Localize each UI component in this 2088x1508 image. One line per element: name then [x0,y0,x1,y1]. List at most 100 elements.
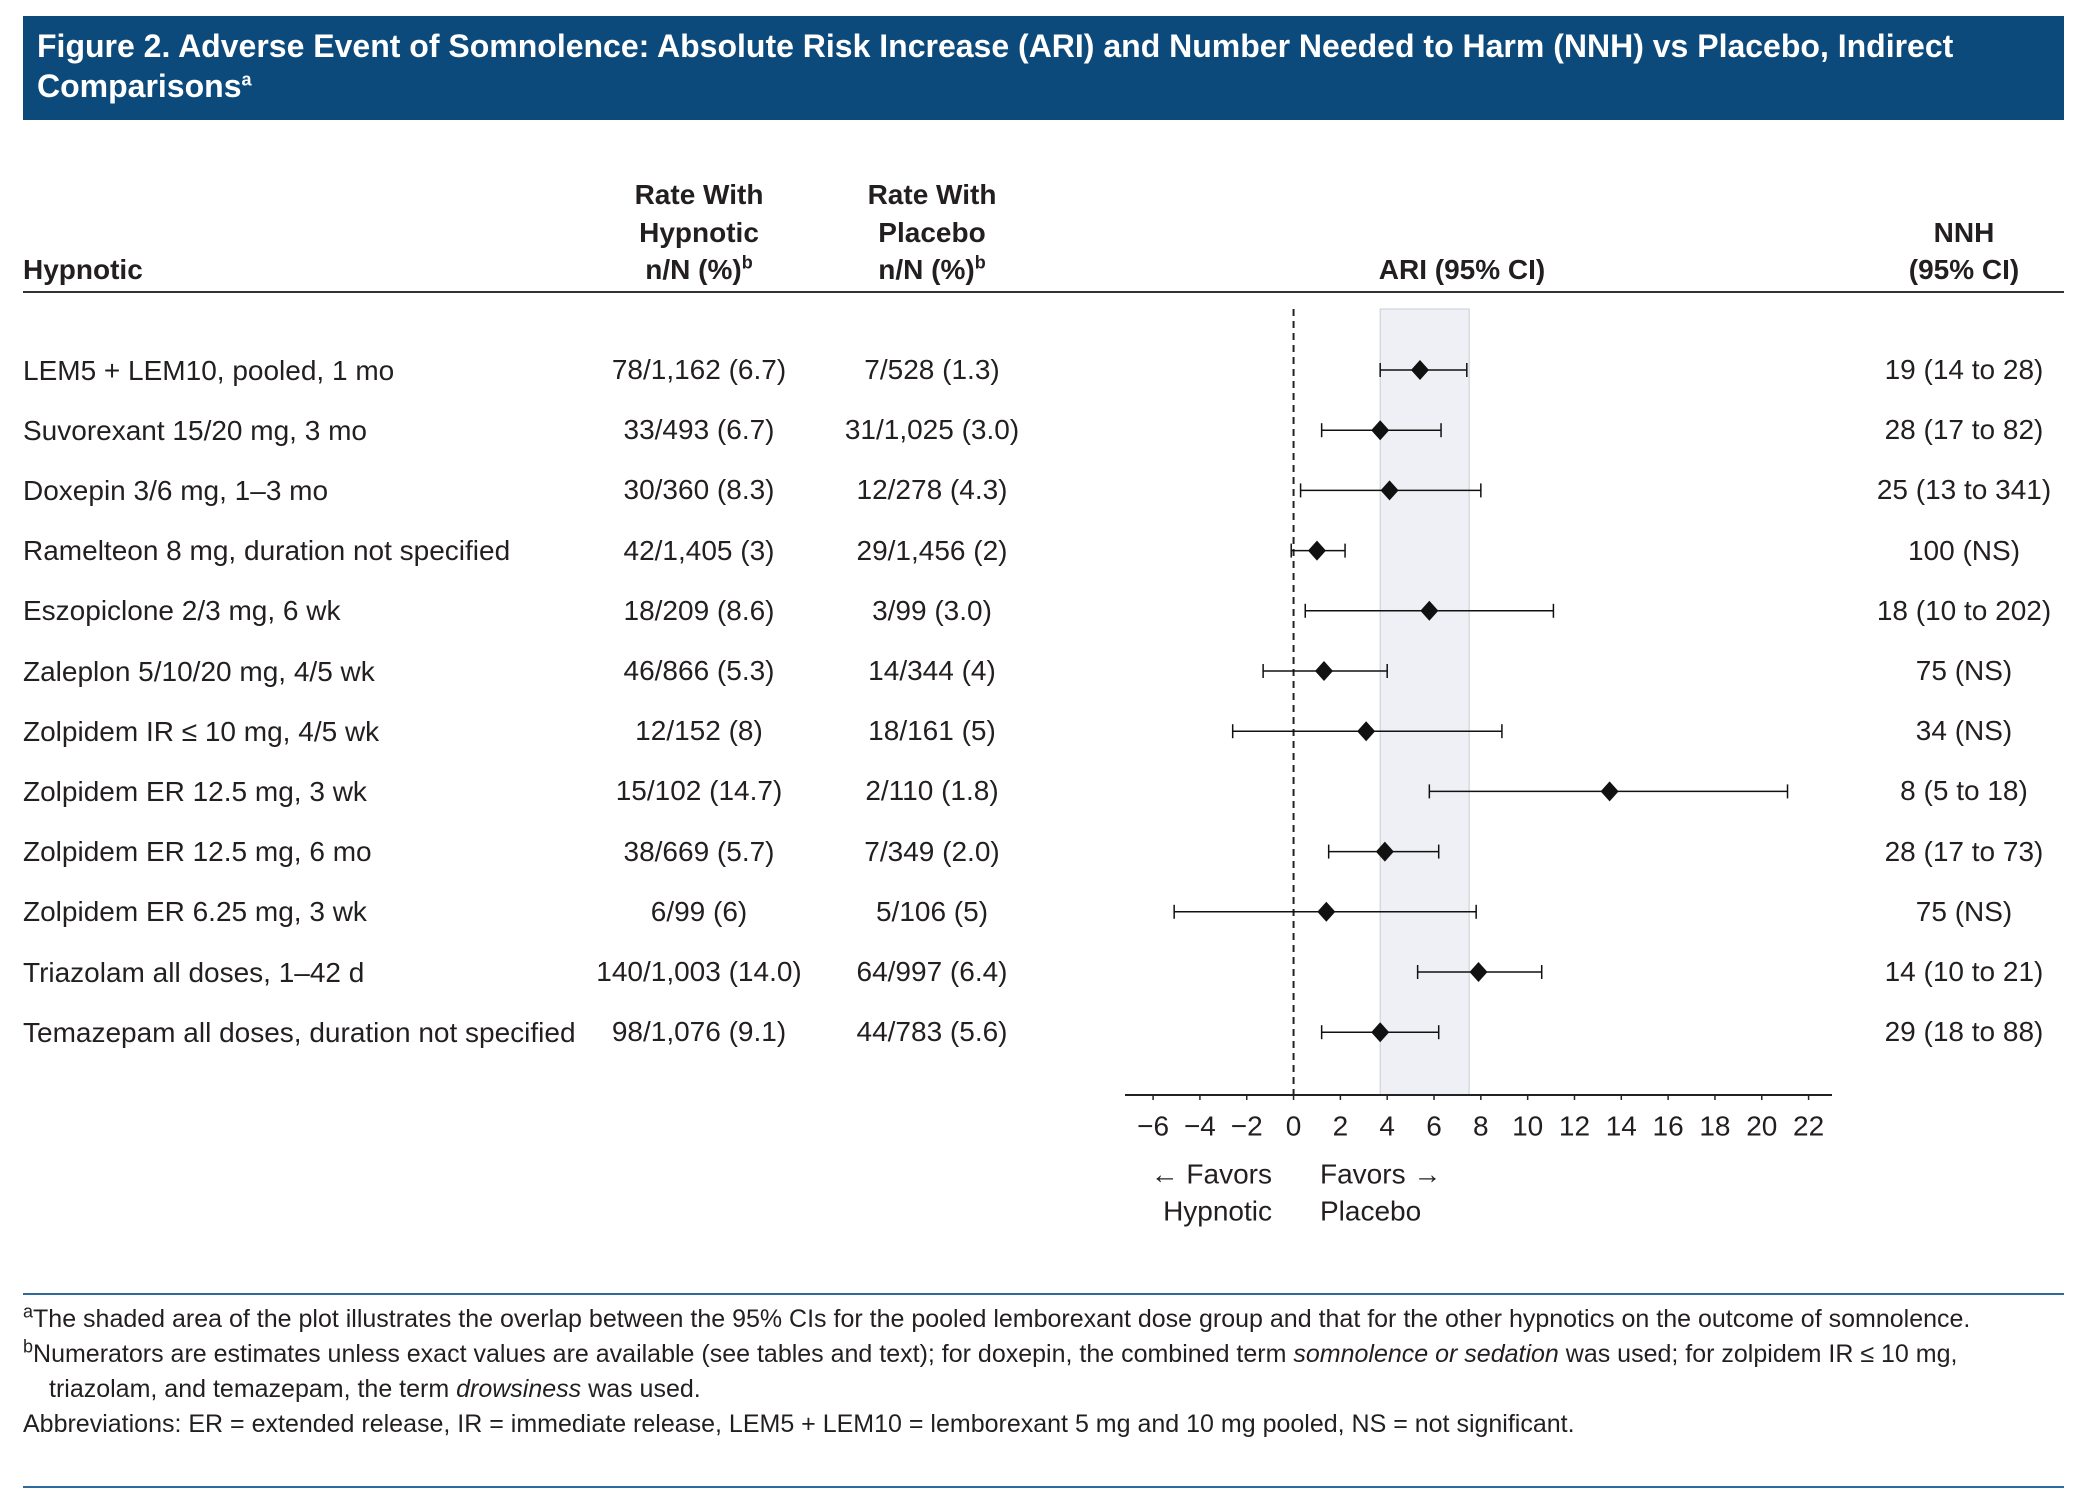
x-tick-label: 22 [1793,1110,1824,1141]
estimate-marker [1314,661,1333,681]
table-cell: 29 (18 to 88) [1884,1016,2044,1048]
x-tick-label: 18 [1699,1110,1730,1141]
x-tick-label: −4 [1184,1110,1216,1141]
estimate-marker [1371,1022,1390,1043]
table-cell: 7/349 (2.0) [864,835,1000,867]
x-tick-label: −2 [1231,1110,1263,1141]
x-tick-label: 8 [1473,1110,1489,1141]
header-text: n/N (%) [645,254,742,285]
table-cell: 5/106 (5) [875,895,989,927]
footnote: bNumerators are estimates unless exact v… [23,1337,2043,1407]
footnote-text: somnolence or sedation [1293,1340,1559,1368]
hypnotic-label: Zolpidem IR ≤ 10 mg, 4/5 wk [23,715,380,747]
hypnotic-label: Doxepin 3/6 mg, 1–3 mo [23,474,329,506]
table-cell: 3/99 (3.0) [872,594,992,626]
column-header: n/N (%)b [645,252,752,288]
x-tick-label: 10 [1512,1110,1543,1141]
title-text: Figure 2. Adverse Event of Somnolence: A… [37,28,1954,104]
column-header: (95% CI) [1908,254,2020,285]
table-cell: 75 (NS) [1915,895,2013,927]
hypnotic-label: Zolpidem ER 6.25 mg, 3 wk [23,896,367,928]
footnote-text: drowsiness [456,1375,582,1403]
table-cell: 42/1,405 (3) [623,534,775,566]
table-cell: 64/997 (6.4) [856,956,1008,987]
x-tick-label: 6 [1426,1110,1442,1141]
table-cell: 31/1,025 (3.0) [844,414,1020,446]
x-tick-label: 0 [1286,1110,1302,1141]
column-header: Hypnotic [23,254,143,285]
hypnotic-label: Zaleplon 5/10/20 mg, 4/5 wk [23,655,375,687]
header-text: Placebo [878,216,986,248]
x-tick-label: 20 [1746,1110,1777,1141]
column-header: NNH [1933,216,1995,248]
abbreviations: Abbreviations: ER = extended release, IR… [23,1410,1575,1438]
footnote-mark: a [23,1301,34,1322]
estimate-marker [1371,420,1390,441]
table-cell: 15/102 (14.7) [615,775,783,807]
column-header: Rate With [635,177,764,213]
column-header: ARI (95% CI) [1378,254,1546,285]
header-note: b [741,252,753,273]
estimate-marker [1317,901,1336,922]
hypnotic-label: Ramelteon 8 mg, duration not specified [23,535,511,567]
header-note: b [974,252,986,273]
table-cell: 12/152 (8) [635,715,763,747]
header-text: Hypnotic [639,216,759,248]
estimate-marker [1420,600,1439,621]
overlap-band [1379,308,1470,1096]
column-header: Hypnotic [639,215,759,251]
table-cell: 140/1,003 (14.0) [596,956,802,987]
hypnotic-label: Suvorexant 15/20 mg, 3 mo [23,414,367,446]
x-tick-label: 12 [1559,1110,1590,1141]
hypnotic-label: Triazolam all doses, 1–42 d [23,956,365,988]
table-cell: 75 (NS) [1915,655,2013,686]
column-header: Placebo [878,215,985,251]
estimate-marker [1375,841,1394,862]
header-text: Rate With [634,179,764,210]
column-header: n/N (%)b [878,252,985,288]
x-tick-label: −6 [1137,1110,1169,1141]
footnote-text: was used; for zolpidem IR ≤ 10 mg, triaz… [49,1340,1958,1403]
title-note: a [241,69,252,90]
table-cell: 46/866 (5.3) [623,655,775,686]
direction-label: ← Favors [1151,1158,1272,1189]
table-cell: 12/278 (4.3) [856,474,1008,506]
x-tick-label: 4 [1379,1110,1395,1141]
table-cell: 34 (NS) [1915,715,2013,747]
x-tick-label: 16 [1653,1110,1684,1141]
table-cell: 14 (10 to 21) [1884,956,2044,987]
table-cell: 78/1,162 (6.7) [611,354,787,385]
table-cell: 14/344 (4) [868,655,996,686]
column-header: Rate With [868,177,997,213]
table-cell: 25 (13 to 341) [1876,474,2052,506]
table-cell: 44/783 (5.6) [856,1016,1008,1048]
table-cell: 6/99 (6) [650,895,748,927]
estimate-marker [1307,540,1326,561]
table-cell: 33/493 (6.7) [623,414,775,446]
table-cell: 18/209 (8.6) [623,594,775,626]
estimate-marker [1410,360,1429,380]
footnote-text: was used. [581,1375,701,1403]
table-cell: 98/1,076 (9.1) [611,1016,787,1048]
table-cell: 38/669 (5.7) [623,835,775,867]
x-tick-label: 2 [1333,1110,1349,1141]
header-text: Rate With [867,179,997,210]
hypnotic-label: Zolpidem ER 12.5 mg, 3 wk [23,775,367,807]
header-text: n/N (%) [878,254,975,285]
table-cell: 29/1,456 (2) [856,534,1008,566]
hypnotic-label: LEM5 + LEM10, pooled, 1 mo [23,354,395,386]
table-cell: 30/360 (8.3) [623,474,775,506]
estimate-marker [1380,480,1399,501]
table-cell: 100 (NS) [1907,534,2021,566]
estimate-marker [1600,781,1619,802]
hypnotic-label: Temazepam all doses, duration not specif… [23,1016,576,1048]
estimate-marker [1357,721,1376,742]
table-cell: 28 (17 to 82) [1884,414,2044,446]
table-cell: 19 (14 to 28) [1884,354,2044,385]
table-cell: 7/528 (1.3) [864,354,1000,385]
estimate-marker [1469,962,1488,982]
direction-label: Favors → [1320,1158,1441,1189]
figure-title: Figure 2. Adverse Event of Somnolence: A… [23,16,2064,120]
